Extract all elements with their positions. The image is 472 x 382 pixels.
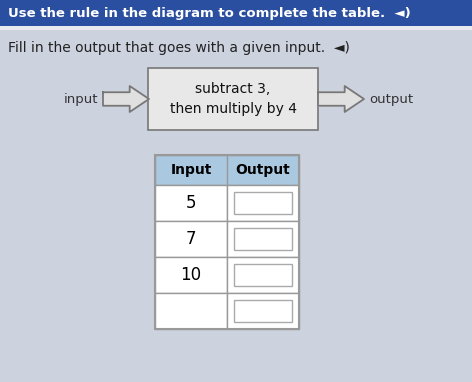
FancyBboxPatch shape [227,221,299,257]
Text: subtract 3,: subtract 3, [195,82,270,96]
FancyBboxPatch shape [155,257,227,293]
FancyBboxPatch shape [0,26,472,30]
FancyBboxPatch shape [234,192,292,214]
Text: Use the rule in the diagram to complete the table.  ◄): Use the rule in the diagram to complete … [8,6,411,19]
FancyBboxPatch shape [155,155,299,185]
Text: 5: 5 [186,194,196,212]
Text: 7: 7 [186,230,196,248]
Text: Input: Input [170,163,211,177]
FancyBboxPatch shape [0,0,472,26]
FancyBboxPatch shape [234,300,292,322]
Text: input: input [64,92,98,105]
FancyBboxPatch shape [227,293,299,329]
FancyBboxPatch shape [234,264,292,286]
Polygon shape [318,86,364,112]
Text: Fill in the output that goes with a given input.  ◄): Fill in the output that goes with a give… [8,41,350,55]
FancyBboxPatch shape [227,257,299,293]
FancyBboxPatch shape [227,185,299,221]
FancyBboxPatch shape [148,68,318,130]
Text: Output: Output [236,163,290,177]
Text: 10: 10 [180,266,202,284]
Text: then multiply by 4: then multiply by 4 [169,102,296,116]
FancyBboxPatch shape [155,293,227,329]
FancyBboxPatch shape [234,228,292,250]
Polygon shape [103,86,149,112]
Text: output: output [369,92,413,105]
FancyBboxPatch shape [155,185,227,221]
FancyBboxPatch shape [155,221,227,257]
